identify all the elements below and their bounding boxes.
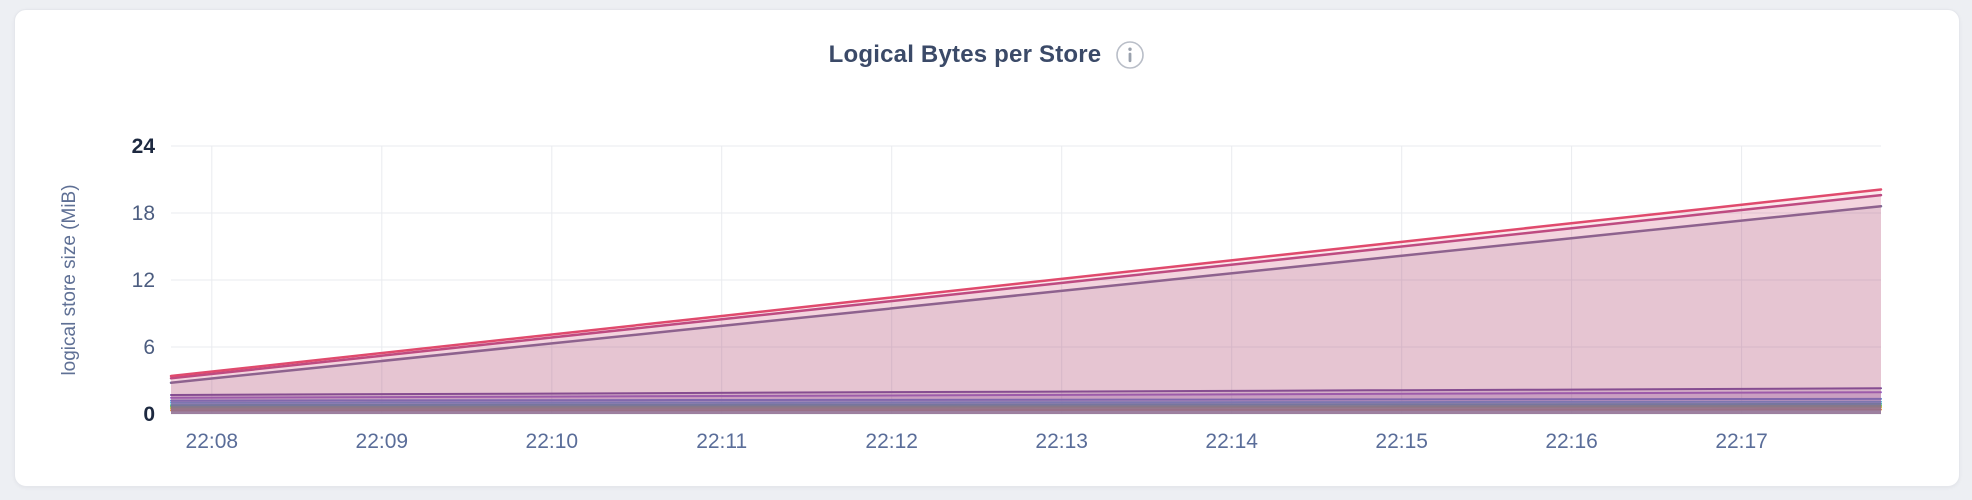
svg-text:22:08: 22:08 — [186, 430, 239, 453]
svg-text:22:13: 22:13 — [1035, 430, 1088, 453]
svg-text:22:12: 22:12 — [865, 430, 918, 453]
chart-card: Logical Bytes per Store logical store si… — [14, 9, 1960, 487]
chart-svg[interactable]: 0 6 12 18 24 22:08 22:09 22:10 22:11 22:12 22:13 22… — [15, 10, 1959, 486]
chart-header: Logical Bytes per Store — [15, 40, 1959, 70]
svg-text:22:14: 22:14 — [1205, 430, 1258, 453]
svg-text:12: 12 — [132, 269, 155, 292]
svg-text:18: 18 — [132, 202, 155, 225]
svg-text:22:10: 22:10 — [526, 430, 579, 453]
svg-text:24: 24 — [132, 135, 156, 158]
chart-title: Logical Bytes per Store — [828, 41, 1102, 68]
svg-text:22:15: 22:15 — [1375, 430, 1428, 453]
svg-text:22:11: 22:11 — [696, 430, 747, 453]
svg-text:22:09: 22:09 — [356, 430, 409, 453]
svg-text:22:16: 22:16 — [1545, 430, 1598, 453]
info-icon[interactable] — [1115, 40, 1145, 70]
svg-text:22:17: 22:17 — [1715, 430, 1768, 453]
svg-text:6: 6 — [143, 336, 155, 359]
svg-text:0: 0 — [143, 403, 155, 426]
